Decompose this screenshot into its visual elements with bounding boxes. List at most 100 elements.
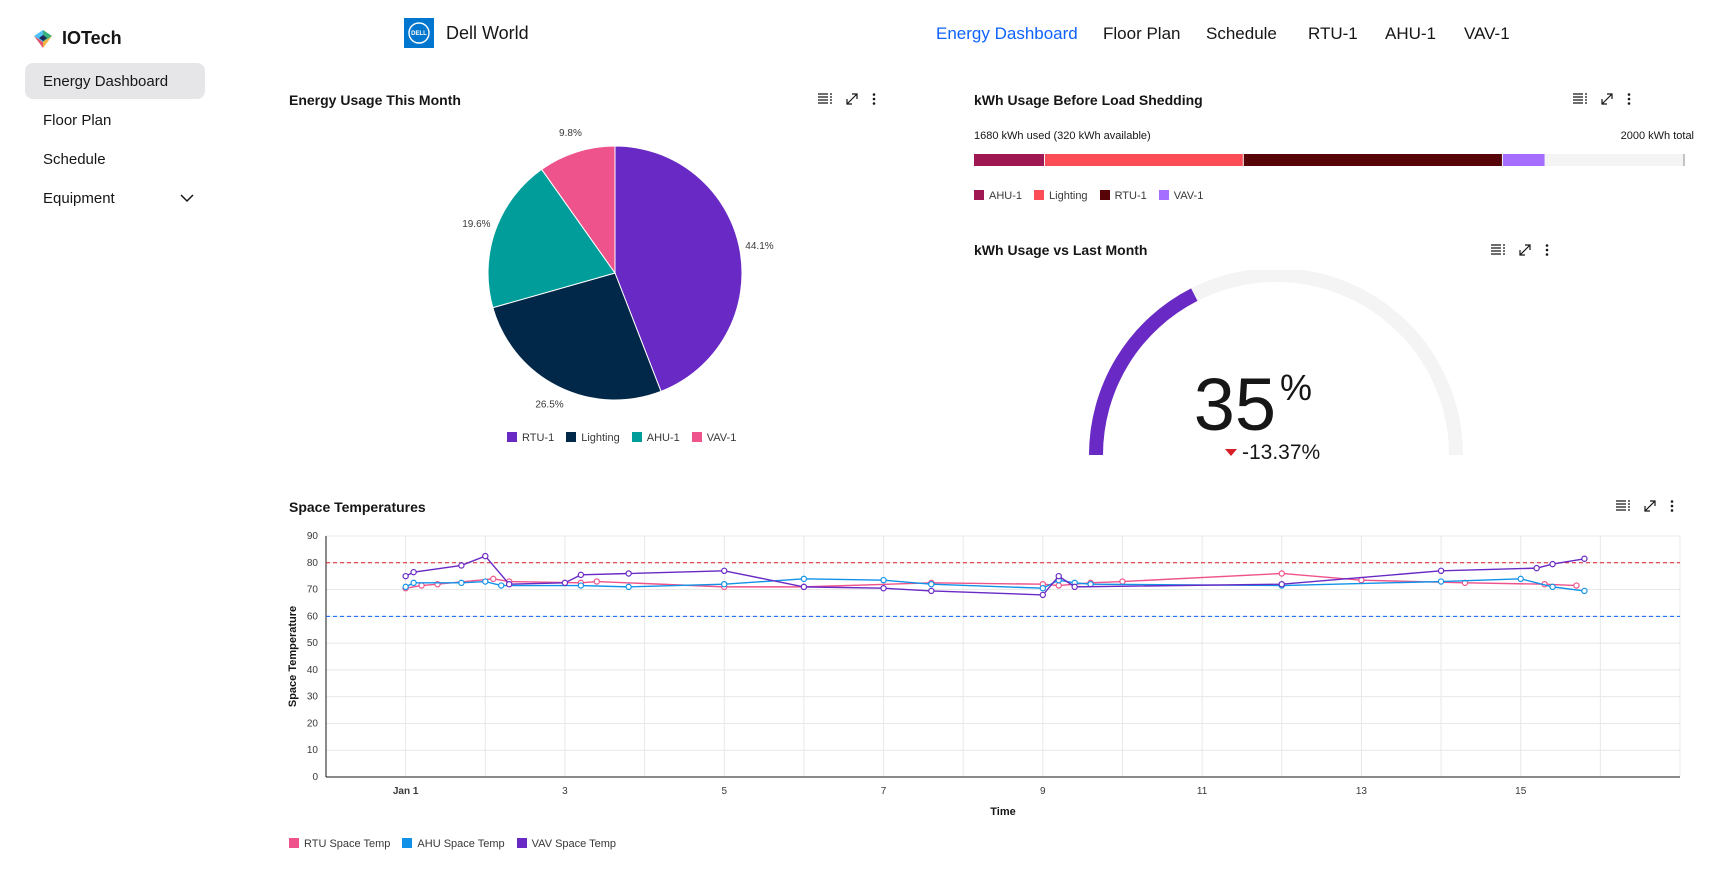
data-point[interactable] [1437, 578, 1445, 585]
data-point[interactable] [1437, 567, 1445, 575]
data-point[interactable] [1278, 570, 1285, 577]
data-point[interactable] [1517, 575, 1524, 583]
data-point[interactable] [482, 578, 489, 585]
data-point[interactable] [625, 583, 632, 591]
stack-legend-item[interactable]: Lighting [1034, 190, 1088, 202]
legend-swatch [289, 838, 299, 848]
table-view-icon[interactable] [818, 93, 832, 105]
data-point[interactable] [800, 583, 808, 591]
data-point[interactable] [593, 578, 600, 585]
sidebar-item-floor-plan[interactable]: Floor Plan [25, 102, 205, 138]
table-view-icon[interactable] [1616, 500, 1630, 512]
data-point[interactable] [1581, 555, 1588, 562]
expand-icon[interactable] [846, 93, 858, 105]
data-point[interactable] [505, 581, 513, 588]
stack-legend-item[interactable]: AHU-1 [974, 190, 1022, 202]
x-tick-label: 5 [721, 786, 727, 797]
data-point[interactable] [577, 571, 585, 579]
stack-bar-lighting[interactable] [1045, 154, 1243, 166]
energy-usage-toolbar [818, 93, 876, 105]
data-point[interactable] [561, 579, 569, 587]
data-point[interactable] [1549, 560, 1556, 568]
data-point[interactable] [410, 568, 417, 576]
data-point[interactable] [721, 581, 728, 588]
sidebar-item-schedule[interactable]: Schedule [25, 141, 205, 177]
data-point[interactable] [1533, 564, 1540, 572]
data-point[interactable] [1581, 587, 1588, 595]
tab-vav-1[interactable]: VAV-1 [1464, 24, 1510, 43]
data-point[interactable] [458, 579, 465, 587]
overflow-menu-icon[interactable] [1670, 500, 1674, 512]
data-point[interactable] [880, 585, 887, 592]
data-point[interactable] [1055, 582, 1062, 589]
stack-legend-item[interactable]: VAV-1 [1158, 190, 1203, 202]
pie-legend-item[interactable]: VAV-1 [691, 432, 736, 444]
overflow-menu-icon[interactable] [872, 93, 876, 105]
data-point[interactable] [1358, 576, 1365, 584]
data-point[interactable] [577, 582, 585, 589]
data-point[interactable] [721, 567, 728, 575]
pie-legend-item[interactable]: Lighting [566, 432, 620, 444]
data-point[interactable] [928, 581, 935, 588]
stack-legend-item[interactable]: RTU-1 [1099, 190, 1147, 202]
site-selector[interactable]: DELL Dell World [404, 18, 529, 48]
data-point[interactable] [418, 582, 425, 589]
overflow-menu-icon[interactable] [1627, 93, 1631, 105]
pie-slice-vav-1[interactable] [540, 145, 616, 275]
data-point[interactable] [482, 552, 489, 560]
y-tick-label: 0 [312, 772, 318, 783]
overflow-menu-icon[interactable] [1545, 244, 1549, 256]
data-point[interactable] [880, 576, 887, 584]
data-point[interactable] [1039, 591, 1047, 599]
data-point[interactable] [1055, 572, 1062, 580]
data-point[interactable] [458, 562, 465, 569]
tab-schedule[interactable]: Schedule [1206, 24, 1277, 43]
data-point[interactable] [1573, 582, 1580, 589]
expand-icon[interactable] [1601, 93, 1613, 105]
tab-ahu-1[interactable]: AHU-1 [1385, 24, 1437, 43]
data-point[interactable] [1119, 578, 1126, 585]
stack-bar-vav-1[interactable] [1502, 154, 1545, 166]
expand-icon[interactable] [1519, 244, 1531, 256]
line-legend-item[interactable]: VAV Space Temp [516, 838, 616, 850]
data-point[interactable] [410, 579, 417, 587]
line-legend-item[interactable]: AHU Space Temp [402, 838, 505, 850]
tab-energy-dashboard[interactable]: Energy Dashboard [936, 24, 1078, 43]
data-point[interactable] [800, 575, 808, 583]
data-point[interactable] [1071, 583, 1078, 591]
data-point[interactable] [498, 582, 505, 589]
data-point[interactable] [402, 583, 409, 591]
chevron-down-icon[interactable] [179, 190, 195, 206]
brand[interactable]: IOTech [34, 28, 122, 49]
energy-usage-legend: RTU-1 Lighting AHU-1 VAV-1 [507, 432, 736, 444]
sidebar-item-energy-dashboard[interactable]: Energy Dashboard [25, 63, 205, 99]
data-point[interactable] [402, 572, 409, 580]
stack-bar-rtu-1[interactable] [1243, 154, 1502, 166]
sidebar-item-label: Schedule [43, 150, 106, 168]
x-tick-label: 13 [1356, 786, 1368, 797]
pie-legend-item[interactable]: AHU-1 [631, 432, 680, 444]
table-view-icon[interactable] [1491, 244, 1505, 256]
expand-icon[interactable] [1644, 500, 1656, 512]
pie-slice-rtu-1[interactable] [614, 145, 743, 393]
line-legend-item[interactable]: RTU Space Temp [289, 838, 390, 850]
data-point[interactable] [1039, 585, 1047, 592]
pie-slice-ahu-1[interactable] [487, 168, 616, 309]
dell-logo-icon: DELL [404, 18, 434, 48]
data-point[interactable] [1278, 581, 1285, 588]
data-point[interactable] [1549, 583, 1556, 591]
pie-legend-item[interactable]: RTU-1 [507, 432, 554, 444]
pie-slice-lighting[interactable] [492, 272, 662, 401]
stack-bar-ahu-1[interactable] [974, 154, 1044, 166]
sidebar: IOTech Energy Dashboard Floor Plan Sched… [0, 0, 220, 885]
tab-floor-plan[interactable]: Floor Plan [1103, 24, 1181, 43]
load-shedding-legend: AHU-1 Lighting RTU-1 VAV-1 [974, 190, 1203, 202]
data-point[interactable] [625, 570, 632, 577]
data-point[interactable] [490, 575, 497, 583]
data-point[interactable] [928, 587, 935, 595]
legend-label: AHU-1 [989, 190, 1023, 202]
sidebar-item-equipment[interactable]: Equipment [25, 180, 205, 216]
table-view-icon[interactable] [1573, 93, 1587, 105]
tab-rtu-1[interactable]: RTU-1 [1308, 24, 1358, 43]
legend-swatch [402, 838, 413, 848]
